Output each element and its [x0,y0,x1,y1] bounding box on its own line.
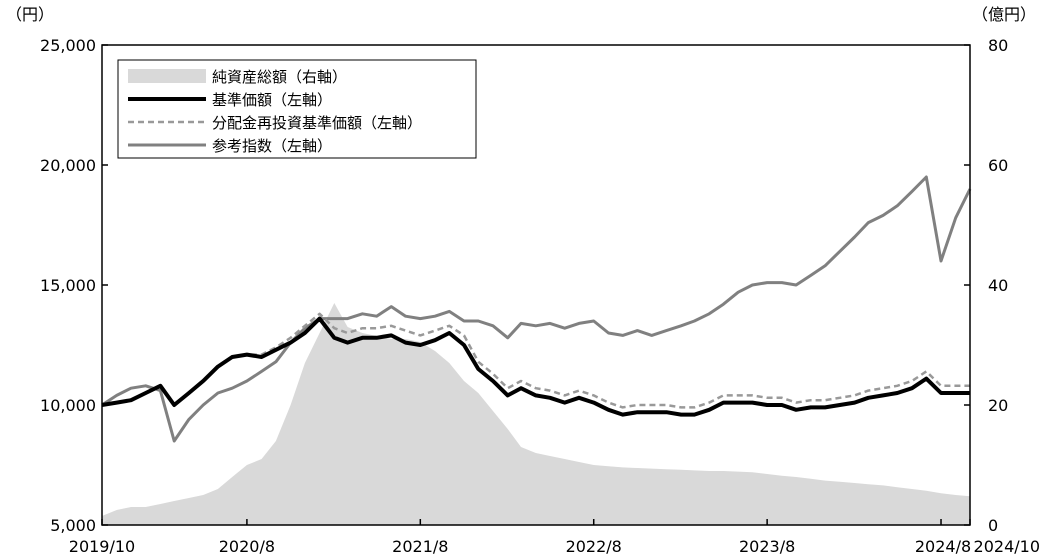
legend-label: 純資産総額（右軸） [212,68,347,86]
legend: 純資産総額（右軸） 基準価額（左軸） 分配金再投資基準価額（左軸） 参考指数（左軸） [117,59,477,159]
right-tick-label: 40 [988,276,1008,295]
legend-swatch-net-assets [128,69,206,83]
right-tick-label: 20 [988,396,1008,415]
left-tick-label: 10,000 [40,396,96,415]
legend-label: 基準価額（左軸） [212,91,332,109]
x-tick-label: 2024/8 [915,537,971,556]
left-tick-label: 20,000 [40,156,96,175]
x-tick-label: 2024/10 [974,537,1040,556]
right-axis-unit: （億円） [972,5,1036,24]
area-layer [102,303,970,525]
series-net-assets-area [102,303,970,525]
x-tick-label: 2019/10 [69,537,135,556]
right-tick-label: 0 [988,516,998,535]
left-tick-label: 15,000 [40,276,96,295]
right-tick-label: 80 [988,36,1008,55]
x-tick-label: 2023/8 [739,537,795,556]
left-axis-unit: （円） [6,5,54,24]
right-tick-label: 60 [988,156,1008,175]
line-layer [101,175,972,443]
left-tick-label: 5,000 [50,516,96,535]
series-nav-line [101,316,970,417]
legend-label: 分配金再投資基準価額（左軸） [212,114,422,132]
x-tick-label: 2020/8 [219,537,275,556]
series-reference-index-line [101,175,972,443]
left-tick-label: 25,000 [40,36,96,55]
x-tick-label: 2021/8 [392,537,448,556]
x-tick-label: 2022/8 [566,537,622,556]
series-reinvested-nav-line [101,312,970,409]
legend-label: 参考指数（左軸） [212,137,332,155]
axis-layer: 5,000 10,000 15,000 20,000 25,000 0 20 40 60 80 20… [40,36,1040,556]
